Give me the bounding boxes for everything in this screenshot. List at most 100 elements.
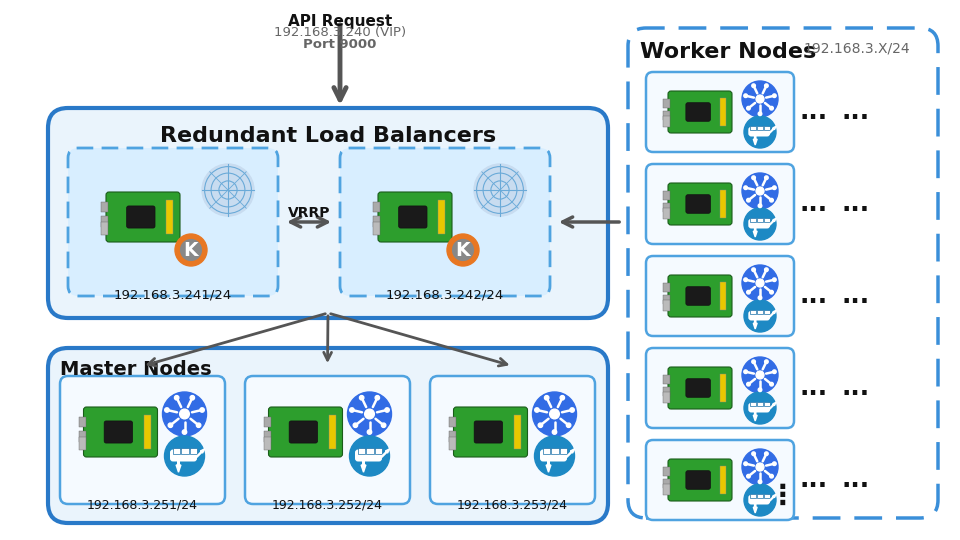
Circle shape [773,94,777,98]
Bar [366,448,373,454]
Circle shape [758,112,762,116]
FancyBboxPatch shape [355,449,382,462]
Circle shape [742,265,778,301]
Bar [663,392,670,403]
Bar [751,310,756,314]
Circle shape [162,392,206,436]
Text: Worker Nodes: Worker Nodes [640,42,816,62]
Circle shape [752,176,756,179]
Text: ...: ... [842,284,870,308]
Bar [448,431,455,442]
Circle shape [175,395,179,400]
Text: ⋮: ⋮ [769,482,797,510]
FancyBboxPatch shape [127,206,155,228]
Circle shape [756,279,764,287]
Circle shape [744,186,748,190]
Circle shape [474,164,526,216]
Text: ...: ... [800,376,828,400]
Text: K: K [456,240,470,260]
Circle shape [175,234,207,266]
Circle shape [764,176,768,179]
Circle shape [165,408,169,412]
Circle shape [452,240,473,260]
FancyBboxPatch shape [685,195,710,213]
FancyArrow shape [769,126,776,133]
Circle shape [742,81,778,117]
Circle shape [752,84,756,87]
Bar [751,126,756,130]
Circle shape [744,392,776,424]
Bar [757,402,763,407]
Circle shape [756,95,764,103]
Bar [438,200,445,234]
FancyBboxPatch shape [340,148,550,296]
Circle shape [744,94,748,98]
Circle shape [770,198,774,202]
Circle shape [349,436,390,476]
Text: VRRP: VRRP [288,206,330,220]
FancyBboxPatch shape [289,421,318,443]
Bar [751,402,756,407]
FancyBboxPatch shape [685,103,710,122]
Text: K: K [183,240,199,260]
FancyBboxPatch shape [453,407,527,457]
Bar [101,222,108,235]
FancyBboxPatch shape [84,407,157,457]
Bar [720,190,726,218]
FancyBboxPatch shape [245,376,410,504]
Circle shape [164,436,204,476]
FancyArrow shape [769,402,776,409]
Text: ...: ... [800,284,828,308]
Bar [263,437,271,450]
FancyBboxPatch shape [685,379,710,397]
Bar [663,295,670,304]
FancyBboxPatch shape [540,449,567,462]
FancyBboxPatch shape [748,310,770,321]
FancyArrow shape [769,494,776,501]
Bar [764,402,770,407]
Circle shape [742,357,778,393]
Bar [166,200,173,234]
Circle shape [770,475,774,478]
Text: ...: ... [800,100,828,124]
Circle shape [764,452,768,456]
Bar [751,218,756,222]
FancyBboxPatch shape [668,367,732,409]
Text: Port 9000: Port 9000 [303,38,376,51]
Bar [101,201,108,212]
Circle shape [381,423,386,428]
FancyBboxPatch shape [104,421,132,443]
Bar [448,437,455,450]
Text: 192.168.3.241/24: 192.168.3.241/24 [114,288,232,301]
Circle shape [535,408,540,412]
Circle shape [752,360,756,363]
Circle shape [180,240,202,260]
FancyBboxPatch shape [68,148,278,296]
Bar [357,448,365,454]
FancyArrow shape [754,228,757,237]
Text: Redundant Load Balancers: Redundant Load Balancers [160,126,496,146]
FancyArrow shape [196,449,204,457]
Bar [373,216,380,227]
Bar [757,310,763,314]
FancyArrow shape [754,504,757,513]
Circle shape [365,409,374,419]
Bar [663,191,670,200]
Bar [560,448,567,454]
Circle shape [552,430,557,434]
Bar [751,494,756,498]
Circle shape [200,408,204,412]
FancyBboxPatch shape [685,471,710,489]
Bar [663,300,670,311]
Circle shape [758,296,762,300]
Circle shape [770,382,774,386]
FancyArrow shape [381,449,390,457]
FancyBboxPatch shape [48,348,608,523]
Circle shape [756,463,764,471]
FancyBboxPatch shape [378,192,452,242]
Circle shape [197,423,201,428]
Circle shape [180,409,189,419]
FancyBboxPatch shape [685,287,710,305]
FancyBboxPatch shape [748,127,770,137]
FancyBboxPatch shape [748,403,770,413]
